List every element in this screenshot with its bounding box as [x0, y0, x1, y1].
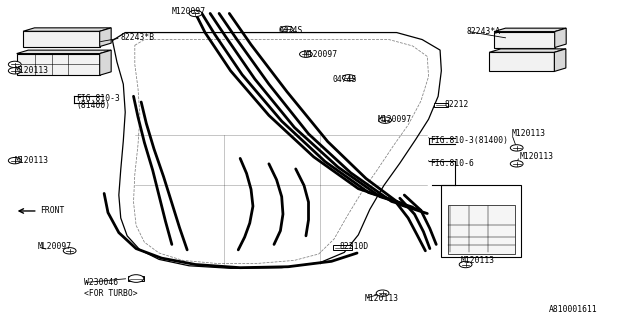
- Circle shape: [189, 10, 202, 17]
- Circle shape: [8, 68, 21, 74]
- Text: 82243*B: 82243*B: [121, 34, 155, 43]
- Text: 82243*A: 82243*A: [467, 27, 501, 36]
- Circle shape: [510, 145, 523, 151]
- Circle shape: [460, 261, 472, 268]
- Circle shape: [8, 157, 21, 164]
- Bar: [17, 53, 100, 75]
- Circle shape: [280, 26, 293, 33]
- Text: ML20097: ML20097: [38, 242, 72, 251]
- Circle shape: [342, 75, 355, 81]
- Circle shape: [300, 51, 312, 57]
- Polygon shape: [555, 28, 566, 48]
- Text: M120113: M120113: [15, 66, 49, 75]
- Text: (81400): (81400): [76, 101, 110, 110]
- Text: FIG.810-6: FIG.810-6: [430, 159, 474, 168]
- Bar: [489, 52, 554, 71]
- Text: M120113: M120113: [461, 256, 495, 265]
- Polygon shape: [494, 28, 566, 32]
- Text: W230046: W230046: [84, 278, 118, 287]
- Text: FIG.810-3: FIG.810-3: [76, 94, 120, 103]
- Circle shape: [129, 275, 144, 282]
- Circle shape: [379, 117, 392, 123]
- Text: M120113: M120113: [519, 152, 554, 161]
- Text: FRONT: FRONT: [40, 206, 65, 215]
- Text: M120113: M120113: [365, 294, 399, 303]
- Text: 0474S: 0474S: [278, 26, 303, 35]
- Polygon shape: [17, 50, 111, 53]
- Circle shape: [376, 290, 389, 296]
- Polygon shape: [100, 28, 111, 47]
- Polygon shape: [489, 49, 566, 52]
- Circle shape: [510, 161, 523, 167]
- Text: 82212: 82212: [445, 100, 469, 109]
- Polygon shape: [23, 28, 111, 31]
- Polygon shape: [100, 50, 111, 75]
- Text: 0474S: 0474S: [333, 75, 357, 84]
- Polygon shape: [554, 49, 566, 71]
- Bar: [442, 186, 521, 257]
- Circle shape: [63, 248, 76, 254]
- Text: A810001611: A810001611: [549, 305, 598, 314]
- Bar: [448, 204, 515, 254]
- Circle shape: [8, 61, 21, 68]
- Bar: [494, 32, 555, 48]
- Text: 82210D: 82210D: [339, 242, 369, 251]
- Text: M120113: M120113: [511, 129, 546, 138]
- Text: M120097: M120097: [304, 50, 338, 59]
- Bar: [435, 103, 449, 108]
- Text: M120097: M120097: [172, 7, 206, 16]
- Bar: [23, 31, 100, 47]
- Text: M120097: M120097: [378, 115, 412, 124]
- Text: <FOR TURBO>: <FOR TURBO>: [84, 289, 138, 298]
- Text: M120113: M120113: [15, 156, 49, 164]
- Bar: [128, 276, 144, 281]
- Bar: [333, 245, 352, 251]
- Text: FIG.810-3(81400): FIG.810-3(81400): [430, 136, 508, 145]
